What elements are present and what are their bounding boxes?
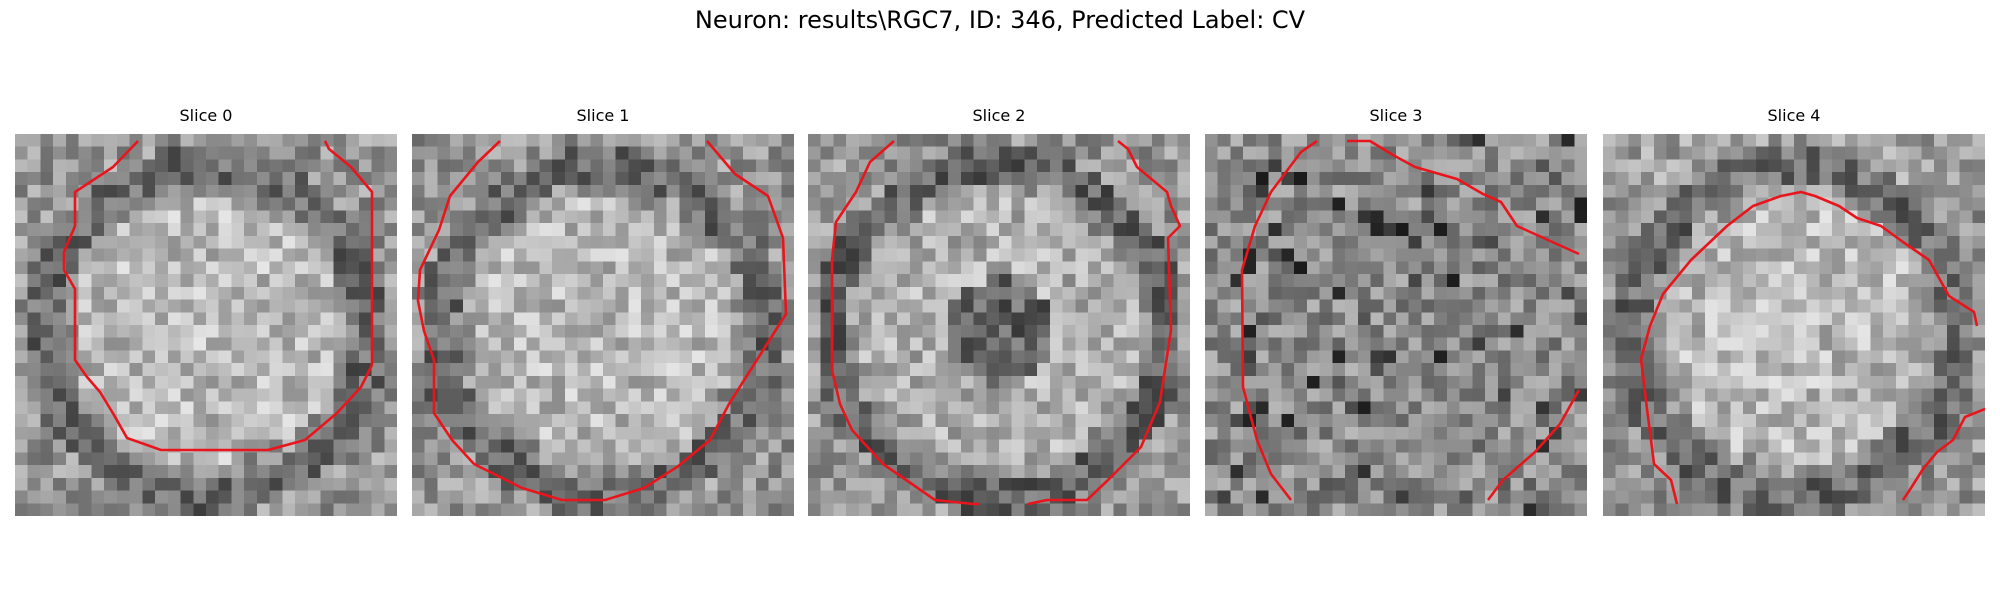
- slice-title: Slice 1: [576, 106, 630, 125]
- figure-title: Neuron: results\RGC7, ID: 346, Predicted…: [694, 6, 1306, 34]
- slice-title: Slice 0: [179, 106, 233, 125]
- segmentation-contour: [416, 140, 788, 502]
- grayscale-micrograph: [15, 134, 397, 516]
- slice-title: Slice 3: [1369, 106, 1423, 125]
- segmentation-contour: [830, 139, 1182, 506]
- segmentation-contour: [1639, 190, 1985, 505]
- grayscale-micrograph: [1603, 134, 1985, 516]
- slice-image: [808, 134, 1190, 516]
- slice-title: Slice 2: [972, 106, 1026, 125]
- slice-image: [15, 134, 397, 516]
- slice-image: [1603, 134, 1985, 516]
- slice-image: [1205, 134, 1587, 516]
- segmentation-contour: [62, 140, 374, 452]
- segmentation-contour: [1240, 139, 1581, 501]
- slice-title: Slice 4: [1767, 106, 1821, 125]
- grayscale-micrograph: [412, 134, 794, 516]
- slice-image: [412, 134, 794, 516]
